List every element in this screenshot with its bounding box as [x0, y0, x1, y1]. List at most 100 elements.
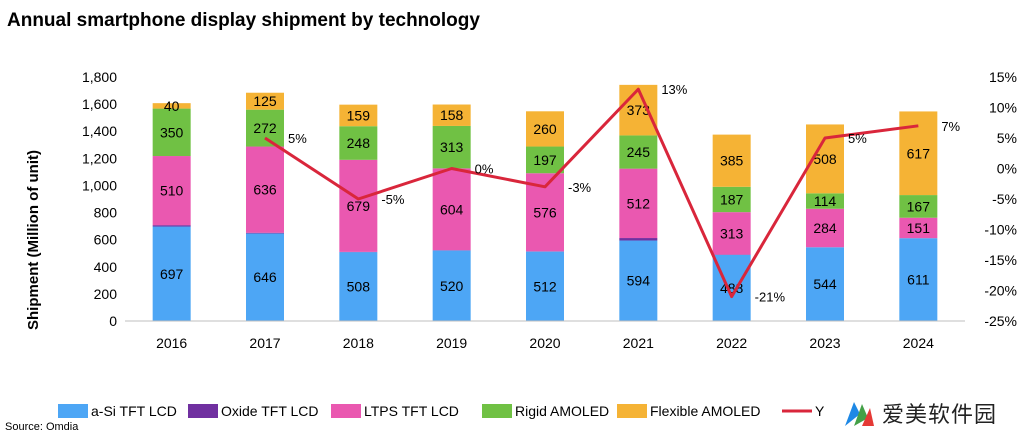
data-label: 245 — [627, 144, 651, 160]
y2-tick-label: 10% — [989, 100, 1017, 116]
x-tick-label: 2022 — [716, 335, 747, 351]
data-label: 272 — [253, 120, 277, 136]
bar-segment — [899, 217, 938, 239]
data-label: 197 — [533, 152, 557, 168]
legend-swatch — [188, 404, 218, 418]
legend-label: Rigid AMOLED — [515, 403, 609, 419]
data-label: 40 — [164, 98, 180, 114]
bar-segment — [899, 238, 938, 321]
line-data-label: -3% — [568, 180, 592, 195]
bar-segment — [246, 232, 284, 234]
data-label: 512 — [627, 195, 651, 211]
bar-segment — [806, 247, 844, 321]
bar-segment — [526, 146, 564, 174]
data-label: 508 — [347, 279, 371, 295]
bar-segment — [432, 125, 471, 169]
data-label: 510 — [160, 183, 184, 199]
watermark: 爱美软件园 — [842, 396, 997, 430]
y2-tick-label: 15% — [989, 69, 1017, 85]
bar-segment — [619, 168, 658, 239]
bar-segment — [432, 104, 471, 126]
data-label: 594 — [627, 273, 651, 289]
bar-segment — [619, 84, 658, 136]
watermark-logo-icon — [845, 402, 874, 426]
data-label: 350 — [160, 124, 184, 140]
data-label: 125 — [253, 93, 277, 109]
x-tick-label: 2018 — [343, 335, 374, 351]
bar-segment — [246, 92, 284, 110]
y-tick-label: 1,200 — [82, 150, 117, 166]
x-tick-label: 2019 — [436, 335, 467, 351]
line-data-label: 13% — [661, 82, 687, 97]
data-label: 544 — [813, 276, 837, 292]
bar-segment — [432, 168, 471, 251]
legend-label: Oxide TFT LCD — [221, 403, 319, 419]
bar-segment — [619, 238, 658, 241]
line-data-label: 5% — [288, 131, 307, 146]
y-tick-label: 600 — [94, 232, 118, 248]
bar-segment — [339, 104, 378, 127]
bar-segment — [152, 108, 191, 157]
bar-segment — [899, 195, 938, 218]
yoy-line-group: 5% -5% 0% -3% 13% -21% 5% 7% — [264, 82, 961, 305]
data-label: 159 — [347, 107, 371, 123]
bar-segment — [712, 212, 751, 255]
data-label: 385 — [720, 153, 744, 169]
data-label: 114 — [814, 193, 837, 209]
bar-segment — [246, 233, 284, 321]
bar-segment — [152, 226, 191, 321]
yoy-line — [264, 87, 919, 299]
data-label: 520 — [440, 278, 464, 294]
data-label: 260 — [533, 121, 557, 137]
bar-segment — [339, 159, 378, 252]
data-label: 284 — [813, 220, 837, 236]
bar-segment — [246, 146, 284, 233]
legend-label: LTPS TFT LCD — [364, 403, 459, 419]
data-label: 158 — [440, 107, 464, 123]
legend-swatch — [58, 404, 88, 418]
bar-segment — [339, 252, 378, 321]
data-label: 313 — [440, 139, 464, 155]
data-label: 617 — [907, 145, 931, 161]
legend-swatch — [617, 404, 647, 418]
bar-segment — [712, 186, 751, 213]
legend-label: a-Si TFT LCD — [91, 403, 177, 419]
data-label: 697 — [160, 266, 184, 282]
bar-segment — [806, 208, 844, 248]
x-tick-label: 2024 — [903, 335, 934, 351]
x-tick-label: 2017 — [249, 335, 280, 351]
y2-tick-label: -20% — [984, 283, 1017, 299]
legend-label: Flexible AMOLED — [650, 403, 760, 419]
bar-segment — [899, 111, 938, 196]
legend-label: Y — [815, 403, 825, 419]
y-tick-label: 400 — [94, 259, 118, 275]
bar-segment — [152, 103, 191, 109]
bar-segment — [526, 111, 564, 147]
y-tick-label: 1,000 — [82, 177, 117, 193]
bar-segment — [619, 240, 658, 321]
bar-segment — [152, 156, 191, 226]
line-data-label: 7% — [941, 119, 960, 134]
chart-title: Annual smartphone display shipment by te… — [7, 10, 480, 31]
bar-segment — [432, 250, 471, 321]
data-label: 313 — [720, 225, 744, 241]
y2-tick-label: 5% — [997, 130, 1017, 146]
bar-segment — [246, 109, 284, 147]
bar-segment — [806, 193, 844, 209]
bar-segment — [712, 134, 751, 187]
legend-swatch — [482, 404, 512, 418]
source-note: Source: Omdia — [5, 421, 79, 433]
y2-tick-label: -15% — [984, 252, 1017, 268]
y-tick-label: 0 — [109, 313, 117, 329]
axes-group: 0 200 400 600 800 1,000 1,200 1,400 1,600 1,800 -2… — [82, 69, 1017, 351]
x-tick-label: 2020 — [529, 335, 560, 351]
data-label: 636 — [253, 182, 277, 198]
data-label: 248 — [347, 135, 371, 151]
bars-group: 697 510 350 40 646 636 272 125 508 679 248 159 520 60… — [152, 84, 938, 321]
data-label: 611 — [907, 272, 930, 288]
data-label: 167 — [907, 198, 931, 214]
bar-segment — [339, 126, 378, 160]
y-tick-label: 800 — [94, 205, 118, 221]
bar-segment — [619, 135, 658, 169]
